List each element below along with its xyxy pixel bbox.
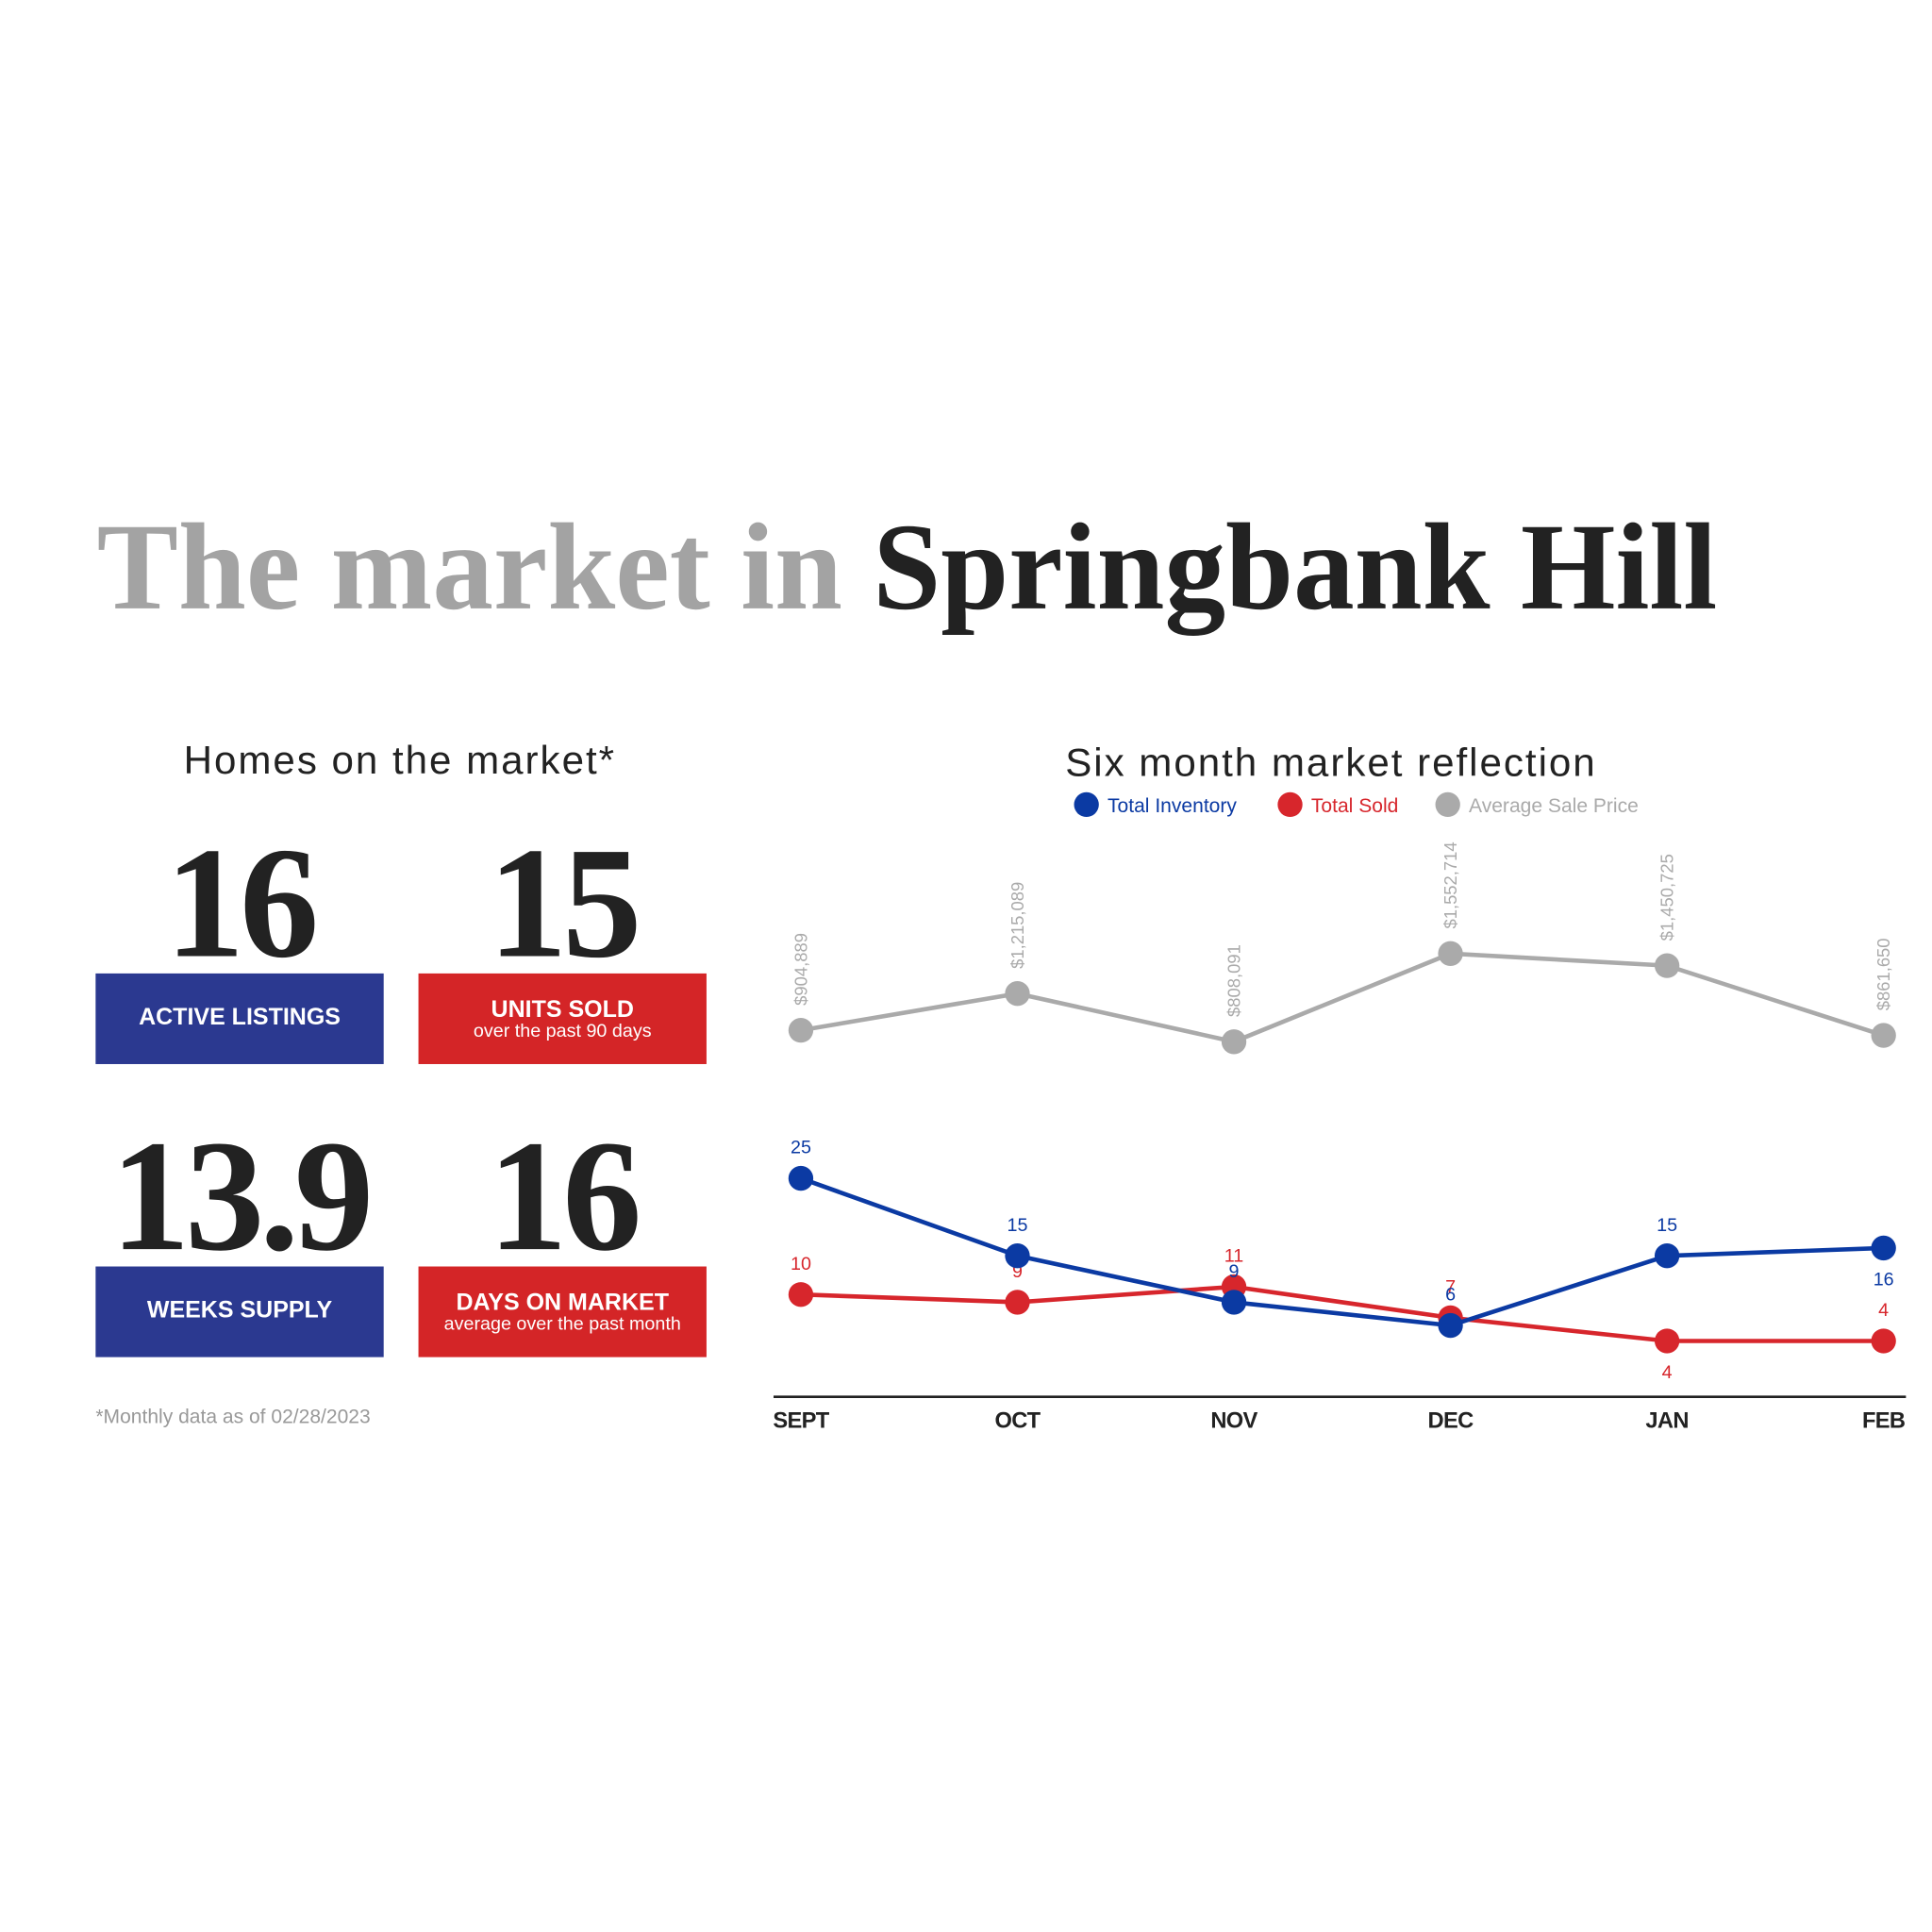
point [1438,941,1463,966]
point [1005,1290,1030,1315]
point [1221,1290,1247,1315]
x-tick-label: FEB [1862,1409,1906,1434]
stat-label: UNITS SOLD [491,996,634,1023]
value-label: 4 [1662,1362,1673,1383]
point [788,1017,814,1043]
value-label: $904,889 [791,933,811,1006]
value-label: 4 [1878,1300,1889,1321]
value-label: 25 [791,1138,811,1158]
point [1871,1328,1896,1354]
value-label: $808,091 [1224,944,1244,1017]
x-tick-label: NOV [1210,1409,1257,1434]
point [1005,981,1030,1007]
x-tick-label: SEPT [773,1409,829,1434]
series-line [800,951,1885,1044]
point [1654,1328,1680,1354]
point [1221,1029,1247,1055]
x-tick-label: JAN [1645,1409,1688,1434]
stat-label: WEEKS SUPPLY [147,1296,333,1323]
stat-value: 16 [165,815,315,991]
value-label: 11 [1224,1246,1244,1267]
stat-box [95,973,384,1064]
legend-marker [1277,791,1303,818]
footnote: *Monthly data as of 02/28/2023 [95,1406,370,1427]
point [1438,1312,1463,1339]
value-label: 15 [1657,1215,1677,1236]
value-label: 6 [1445,1285,1456,1306]
value-label: 9 [1012,1261,1023,1282]
value-label: $1,450,725 [1657,854,1677,941]
stats-heading: Homes on the market* [184,738,616,782]
value-label: $861,650 [1874,938,1893,1010]
legend-label: Average Sale Price [1469,795,1639,817]
series-line [800,1284,1884,1343]
title-place: Springbank Hill [873,499,1717,636]
stat-sublabel: over the past 90 days [474,1021,652,1041]
point [1005,1243,1030,1269]
legend-marker [1435,791,1460,818]
value-label: 9 [1229,1261,1240,1282]
title-lead: The market in [97,499,842,636]
stat-label: ACTIVE LISTINGS [139,1004,341,1030]
stat-box [418,973,707,1064]
point [788,1282,814,1307]
stat-label: DAYS ON MARKET [456,1290,669,1316]
stat-value: 13.9 [110,1108,369,1284]
point [1654,1243,1680,1269]
point [1871,1235,1896,1261]
value-label: 16 [1874,1269,1894,1290]
legend-marker [1074,791,1099,818]
point [1654,953,1680,978]
point [788,1165,814,1191]
value-label: $1,215,089 [1008,882,1027,969]
value-label: 10 [791,1254,811,1274]
x-tick-label: DEC [1428,1409,1474,1434]
value-label: 15 [1008,1215,1028,1236]
stat-value: 15 [488,815,637,991]
stat-box [95,1266,384,1357]
value-label: 7 [1445,1277,1456,1298]
legend-label: Total Inventory [1108,795,1237,817]
stat-value: 16 [488,1108,638,1284]
stat-sublabel: average over the past month [444,1314,681,1335]
series-line [800,1175,1884,1328]
point [1871,1023,1896,1048]
legend-label: Total Sold [1311,795,1398,817]
stat-box [418,1266,707,1357]
x-tick-label: OCT [994,1409,1041,1434]
value-label: $1,552,714 [1441,841,1460,928]
page-title: The market in Springbank Hill [97,499,1718,636]
chart-title: Six month market reflection [1065,741,1597,785]
